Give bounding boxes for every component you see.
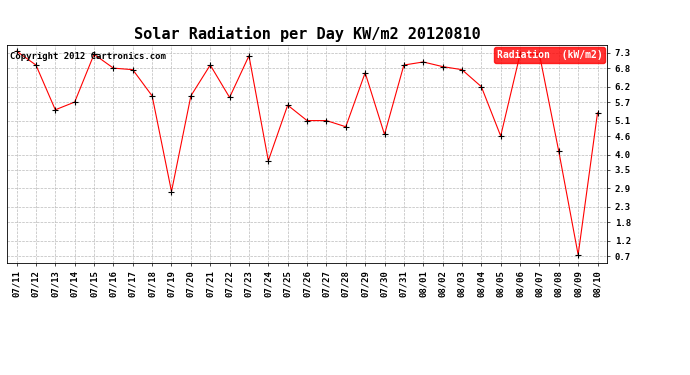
Text: Copyright 2012 Cartronics.com: Copyright 2012 Cartronics.com — [10, 51, 166, 60]
Legend: Radiation  (kW/m2): Radiation (kW/m2) — [493, 47, 605, 63]
Title: Solar Radiation per Day KW/m2 20120810: Solar Radiation per Day KW/m2 20120810 — [134, 27, 480, 42]
